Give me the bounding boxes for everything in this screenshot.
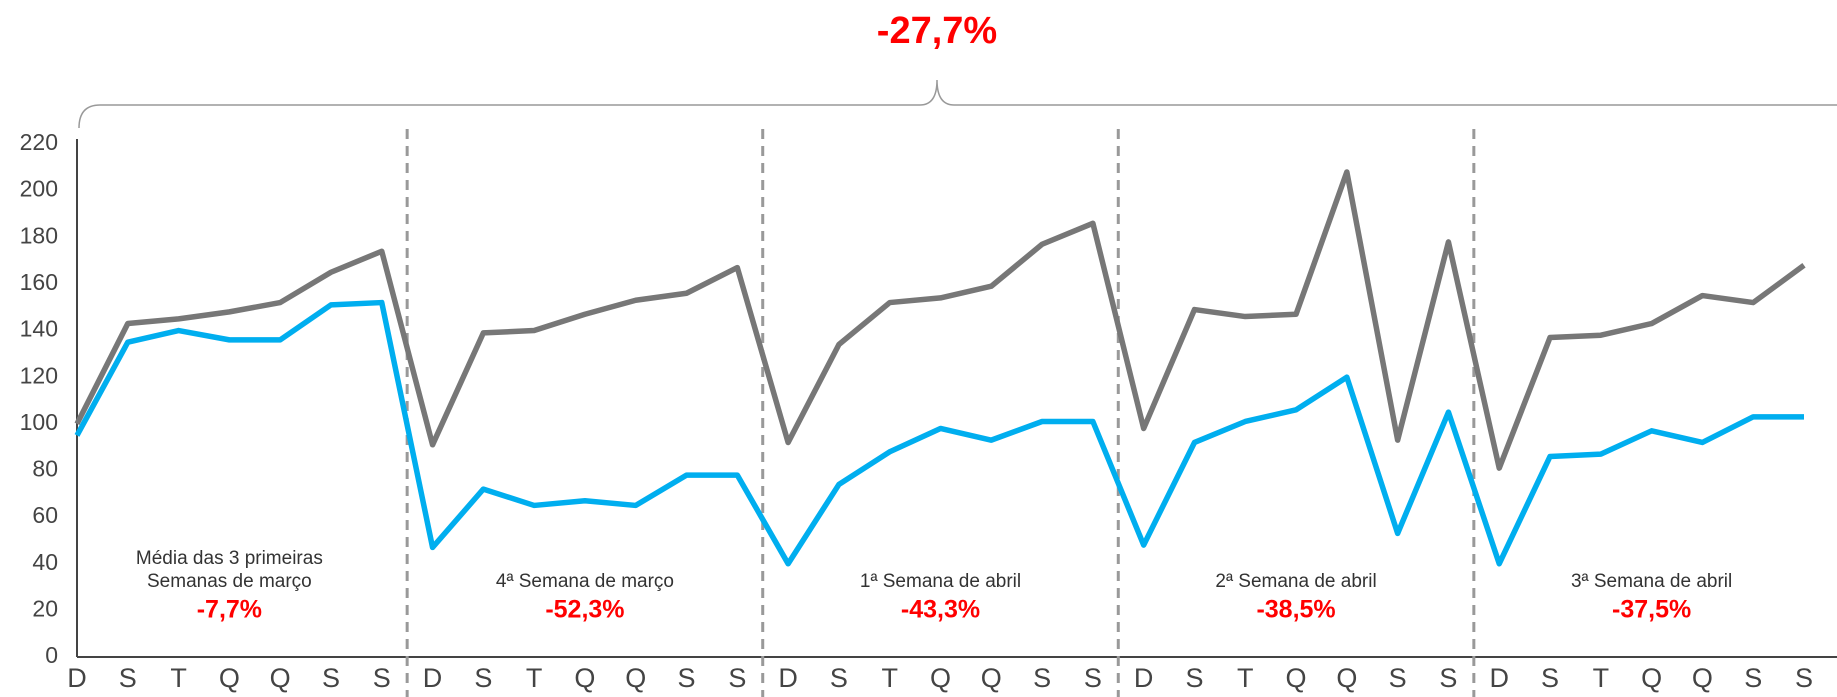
group-label: 2ª Semana de abril xyxy=(1215,571,1376,592)
x-tick-label: S xyxy=(728,663,746,693)
x-tick-label: Q xyxy=(625,663,646,693)
x-tick-label: D xyxy=(778,663,798,693)
x-tick-label: Q xyxy=(981,663,1002,693)
group-change: -38,5% xyxy=(1256,596,1335,624)
x-tick-label: S xyxy=(1795,663,1813,693)
group-label: 4ª Semana de março xyxy=(496,571,674,592)
y-tick-label: 160 xyxy=(20,269,58,295)
x-tick-label: S xyxy=(1541,663,1559,693)
group-change: -37,5% xyxy=(1612,596,1691,624)
x-tick-label: Q xyxy=(930,663,951,693)
x-tick-label: Q xyxy=(219,663,240,693)
x-tick-label: Q xyxy=(1336,663,1357,693)
x-tick-label: S xyxy=(474,663,492,693)
x-tick-label: S xyxy=(119,663,137,693)
x-tick-label: Q xyxy=(1286,663,1307,693)
x-tick-label: S xyxy=(1439,663,1457,693)
x-tick-label: S xyxy=(373,663,391,693)
x-tick-label: S xyxy=(1185,663,1203,693)
x-tick-label: T xyxy=(881,663,898,693)
x-tick-label: S xyxy=(1389,663,1407,693)
x-tick-label: Q xyxy=(1641,663,1662,693)
y-tick-label: 80 xyxy=(32,456,58,482)
x-tick-label: S xyxy=(830,663,848,693)
x-tick-label: S xyxy=(1084,663,1102,693)
y-tick-label: 140 xyxy=(20,316,58,342)
series-line xyxy=(74,299,1804,567)
group-change: -52,3% xyxy=(545,596,624,624)
x-tick-label: D xyxy=(1134,663,1154,693)
group-change: -7,7% xyxy=(197,596,262,624)
x-tick-label: S xyxy=(322,663,340,693)
y-tick-label: 20 xyxy=(32,595,58,621)
group-label: 3ª Semana de abril xyxy=(1571,571,1732,592)
x-tick-label: Q xyxy=(1692,663,1713,693)
group-change: -43,3% xyxy=(901,596,980,624)
x-tick-label: S xyxy=(678,663,696,693)
y-tick-label: 60 xyxy=(32,502,58,528)
x-tick-label: T xyxy=(1237,663,1254,693)
x-tick-label: T xyxy=(1593,663,1610,693)
y-tick-label: 220 xyxy=(20,129,58,155)
series-line xyxy=(74,169,1806,471)
x-tick-label: Q xyxy=(574,663,595,693)
y-tick-label: 40 xyxy=(32,549,58,575)
x-tick-label: D xyxy=(1489,663,1509,693)
y-tick-label: 120 xyxy=(20,362,58,388)
x-tick-label: T xyxy=(170,663,187,693)
group-label: Semanas de março xyxy=(147,571,312,592)
y-tick-label: 180 xyxy=(20,222,58,248)
x-tick-label: T xyxy=(526,663,543,693)
group-label: Média das 3 primeiras xyxy=(136,548,323,569)
y-tick-label: 200 xyxy=(20,176,58,202)
y-tick-label: 100 xyxy=(20,409,58,435)
brace xyxy=(78,79,1837,129)
y-tick-label: 0 xyxy=(45,642,58,668)
x-tick-label: D xyxy=(423,663,443,693)
x-tick-label: S xyxy=(1033,663,1051,693)
x-tick-label: S xyxy=(1744,663,1762,693)
x-tick-label: D xyxy=(67,663,87,693)
group-label: 1ª Semana de abril xyxy=(860,571,1021,592)
x-tick-label: Q xyxy=(270,663,291,693)
total-change: -27,7% xyxy=(877,10,997,52)
